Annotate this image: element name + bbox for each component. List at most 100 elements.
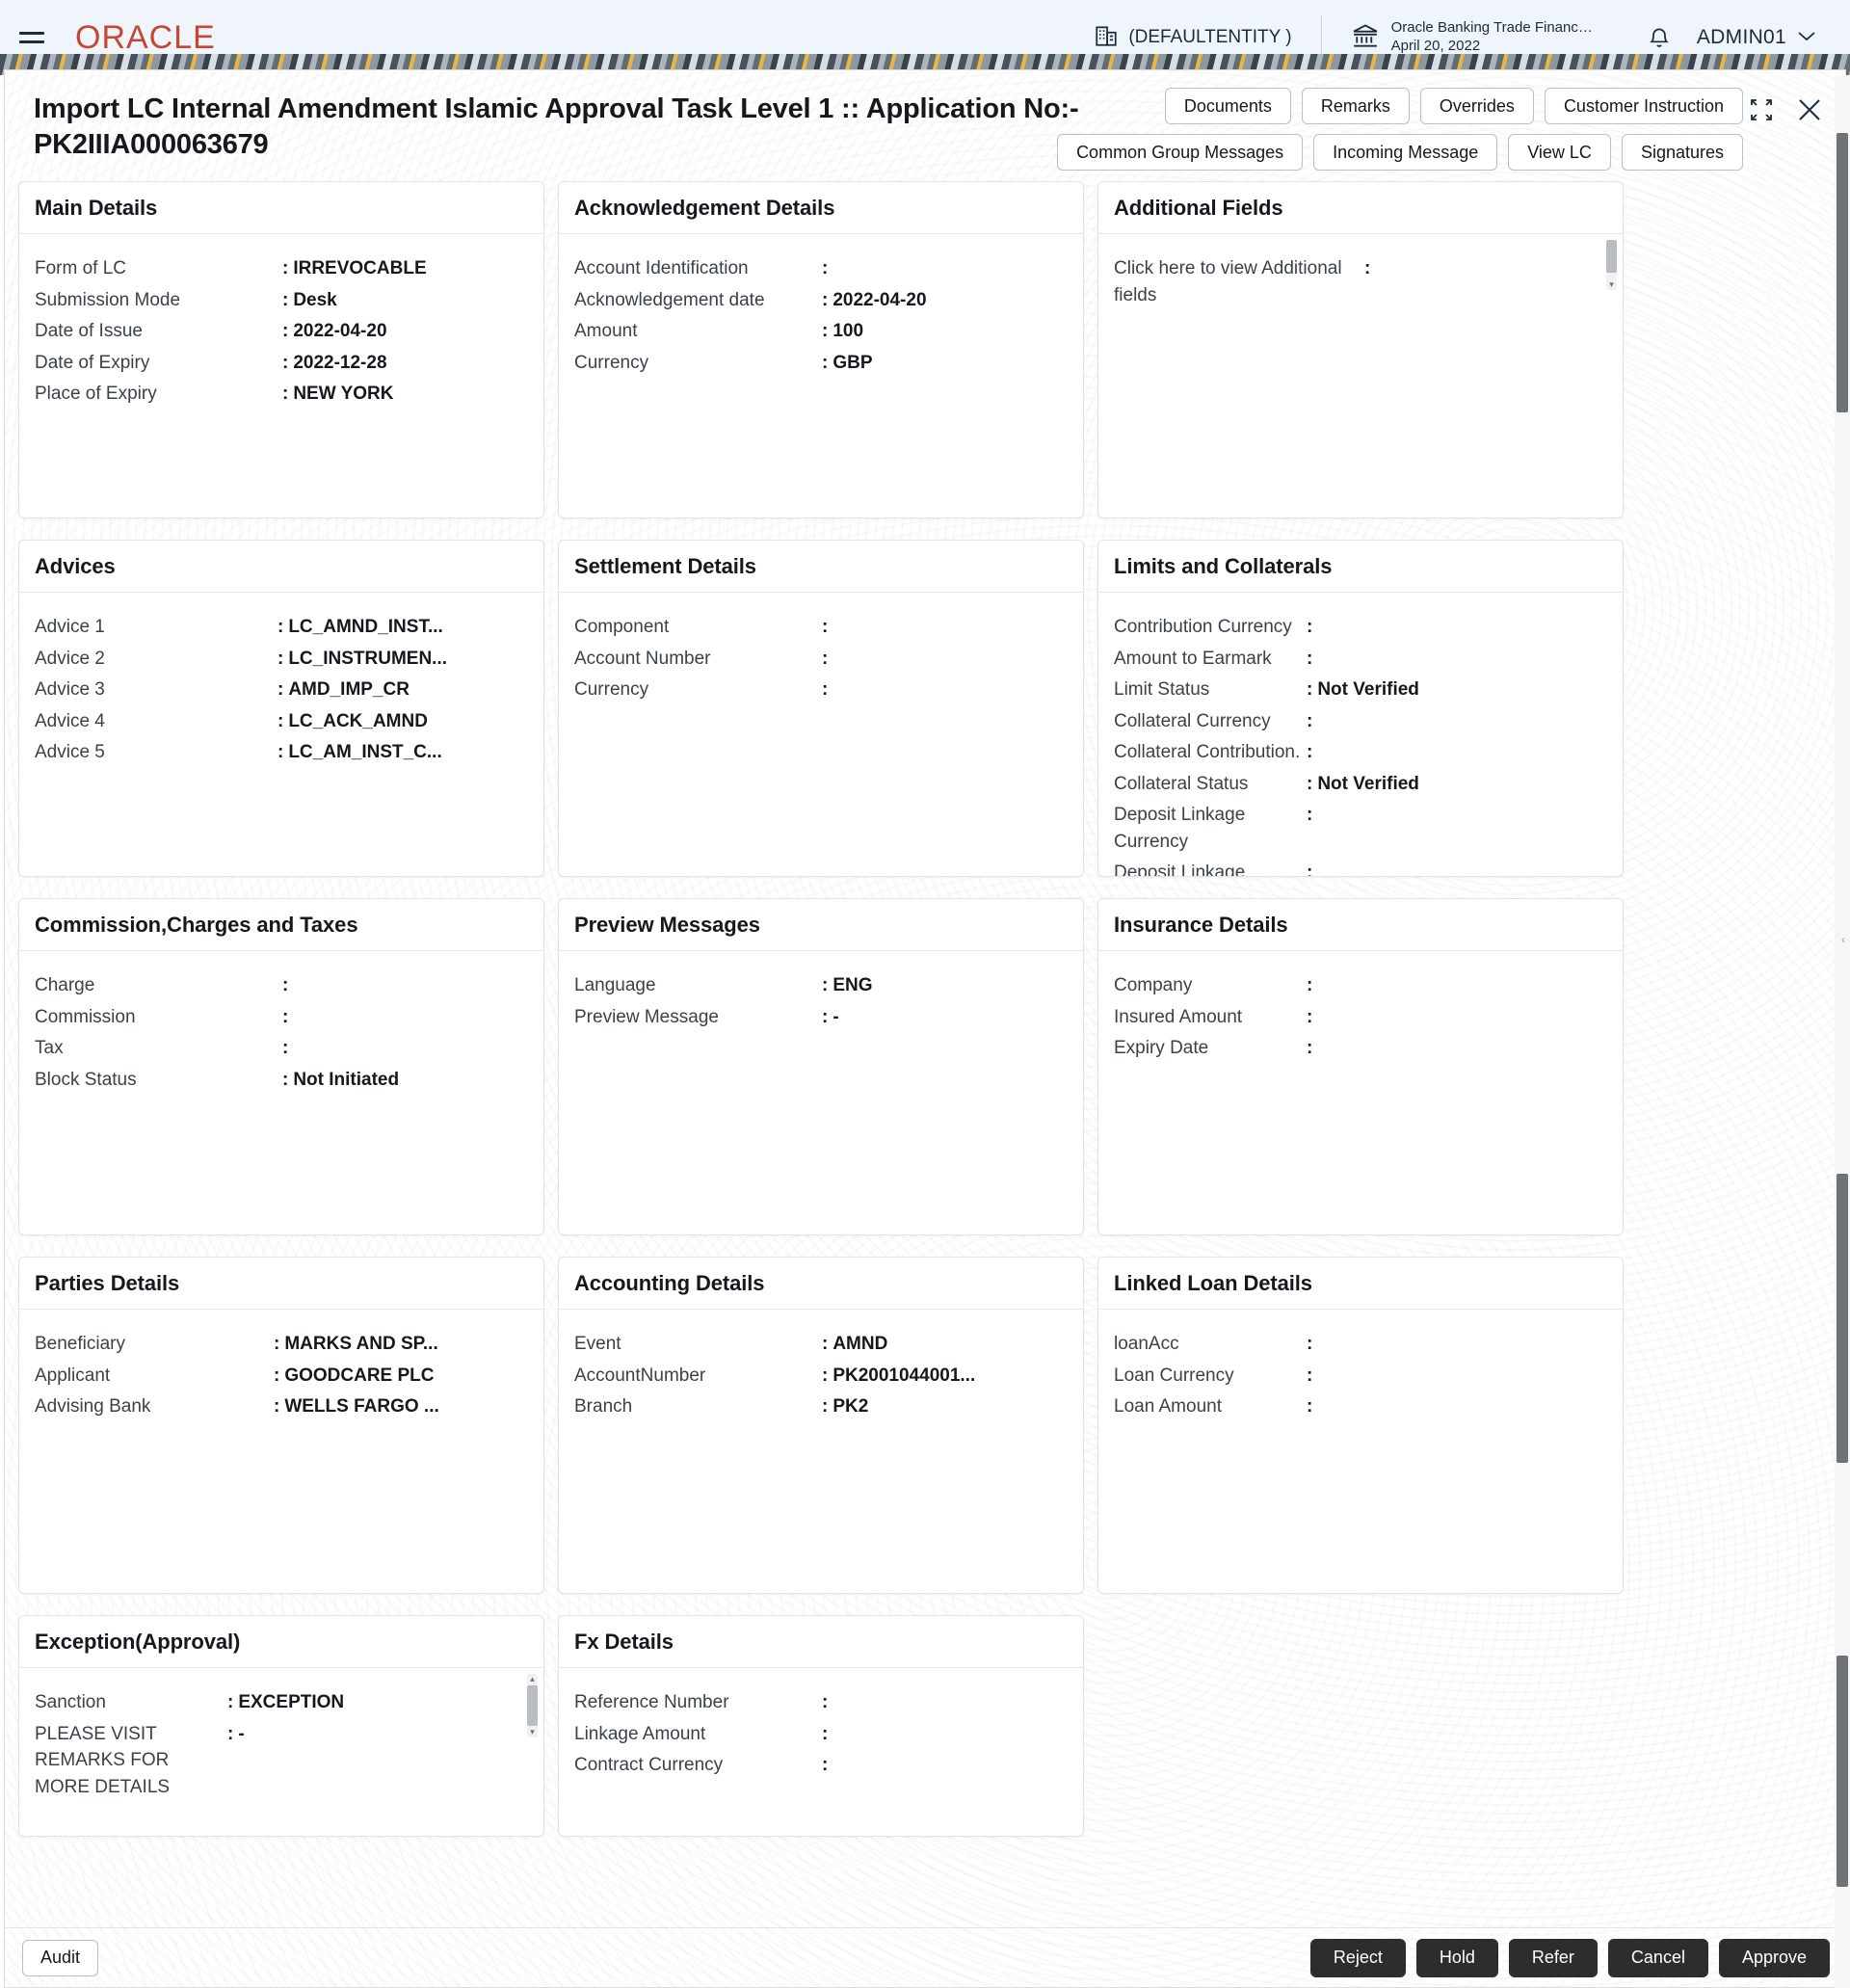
bank-date: April 20, 2022 (1390, 38, 1481, 54)
field-label: Sanction (35, 1692, 106, 1713)
card-body: Reference Number : Linkage Amount : Cont… (559, 1668, 1083, 1836)
field-label: Account Number (574, 648, 711, 669)
additional-fields-link-row[interactable]: Click here to view Additional fields : (1114, 255, 1607, 308)
card-header: Parties Details (19, 1258, 543, 1311)
card-body: Event : AMND AccountNumber : PK2001044001.… (559, 1310, 1083, 1593)
field-value: : GBP (822, 352, 873, 373)
documents-button[interactable]: Documents (1164, 88, 1291, 124)
field-label: Form of LC (35, 258, 127, 279)
common-group-messages-button[interactable]: Common Group Messages (1057, 134, 1304, 171)
hold-button[interactable]: Hold (1415, 1938, 1498, 1977)
user-name: ADMIN01 (1696, 26, 1786, 48)
field-label: Place of Expiry (35, 384, 157, 405)
field-row: Reference Number : (574, 1689, 1068, 1716)
field-row: Linkage Amount : (574, 1721, 1068, 1748)
field-row: Collateral Status : Not Verified (1114, 771, 1607, 798)
cancel-button[interactable]: Cancel (1607, 1938, 1708, 1977)
field-label: Advice 4 (35, 710, 105, 731)
task-page-panel: Import LC Internal Amendment Islamic App… (4, 69, 1846, 1988)
audit-button[interactable]: Audit (22, 1939, 99, 1976)
topbar-divider (1320, 15, 1322, 60)
card-header: Exception(Approval) (19, 1616, 543, 1669)
card-title: Fx Details (574, 1629, 674, 1654)
card-fx-details: Fx Details Reference Number : Linkage Am… (558, 1615, 1084, 1838)
field-value: : (1364, 258, 1371, 279)
scrollbar-thumb[interactable] (527, 1685, 538, 1727)
field-row: Submission Mode : Desk (35, 287, 528, 314)
collapse-icon[interactable] (1749, 97, 1774, 127)
scroll-down-arrow-icon[interactable]: ▾ (1609, 279, 1614, 290)
field-value: : (822, 1692, 829, 1713)
view-lc-button[interactable]: View LC (1508, 134, 1611, 171)
field-row: Block Status : Not Initiated (35, 1067, 528, 1094)
page-scrollbar-thumb-mid[interactable] (1837, 1174, 1848, 1463)
card-body: Beneficiary : MARKS AND SP... Applicant :… (19, 1310, 543, 1593)
field-value: : (822, 258, 829, 279)
field-label: Advice 3 (35, 679, 105, 701)
field-value: : Not Initiated (282, 1069, 400, 1090)
customer-instruction-button[interactable]: Customer Instruction (1544, 88, 1743, 124)
notification-bell-icon[interactable] (1622, 24, 1697, 51)
reject-button[interactable]: Reject (1309, 1938, 1406, 1977)
hamburger-menu-icon[interactable] (19, 21, 52, 54)
field-label: Collateral Currency (1114, 710, 1271, 731)
exception-scrollbar[interactable]: ▴ ▾ (527, 1674, 538, 1738)
details-card-grid: Main Details Form of LC : IRREVOCABLE Sub… (18, 181, 1832, 1838)
close-icon[interactable] (1795, 95, 1824, 129)
scrollbar-thumb[interactable] (1606, 240, 1617, 274)
field-row: Contract Currency : (574, 1752, 1068, 1779)
field-label: Amount (574, 321, 638, 342)
signatures-button[interactable]: Signatures (1621, 134, 1743, 171)
incoming-message-button[interactable]: Incoming Message (1313, 134, 1498, 171)
footer-action-buttons: Reject Hold Refer Cancel Approve (1309, 1938, 1830, 1977)
field-value: : IRREVOCABLE (282, 258, 427, 279)
card-header: Commission,Charges and Taxes (19, 899, 543, 952)
field-value: : (1307, 648, 1313, 669)
field-row: Account Identification : (574, 255, 1068, 282)
field-value: : ENG (822, 975, 873, 996)
remarks-button[interactable]: Remarks (1301, 88, 1410, 124)
field-value: : LC_ACK_AMND (278, 710, 428, 731)
chevron-down-icon (1796, 29, 1817, 47)
field-value: : (822, 648, 829, 669)
additional-fields-scrollbar[interactable]: ▾ (1606, 240, 1617, 291)
field-label: Submission Mode (35, 289, 181, 310)
field-value: : (282, 1006, 289, 1027)
bank-info[interactable]: Oracle Banking Trade Financ… April 20, 2… (1322, 19, 1622, 56)
field-label: Limit Status (1114, 679, 1210, 701)
field-row: Currency : GBP (574, 350, 1068, 377)
card-title: Acknowledgement Details (574, 195, 835, 220)
card-header: Advices (19, 541, 543, 594)
card-title: Insurance Details (1114, 912, 1288, 937)
field-label: Language (574, 975, 656, 996)
card-header: Insurance Details (1098, 899, 1623, 952)
card-header: Limits and Collaterals (1098, 541, 1623, 594)
field-label: Deposit Linkage Currency (1114, 805, 1246, 852)
field-value: :100 (822, 321, 864, 342)
page-scrollbar[interactable]: ‹ (1835, 75, 1850, 1988)
field-label: Reference Number (574, 1692, 729, 1713)
card-title: Advices (35, 553, 116, 578)
approve-button[interactable]: Approve (1718, 1938, 1830, 1977)
card-advices: Advices Advice 1 : LC_AMND_INST... Advice… (18, 540, 544, 878)
scroll-up-arrow-icon[interactable]: ▴ (530, 1674, 535, 1684)
field-value: : (1307, 1365, 1313, 1386)
field-value: :2022-04-20 (822, 289, 927, 310)
page-scrollbar-thumb-bottom[interactable] (1837, 1656, 1848, 1887)
field-value: : PK2001044001... (822, 1365, 976, 1386)
entity-selector[interactable]: (DEFAULTENTITY ) (1094, 23, 1320, 53)
field-value: : GOODCARE PLC (274, 1365, 435, 1386)
bank-name: Oracle Banking Trade Financ… (1390, 19, 1593, 37)
overrides-button[interactable]: Overrides (1419, 88, 1534, 124)
field-row: Company : (1114, 972, 1607, 999)
field-label: AccountNumber (574, 1365, 706, 1386)
card-accounting-details: Accounting Details Event : AMND AccountNu… (558, 1257, 1084, 1595)
field-value: : MARKS AND SP... (274, 1334, 438, 1355)
card-body: Charge : Commission : Tax : Block Status… (19, 951, 543, 1234)
scroll-down-arrow-icon[interactable]: ▾ (530, 1727, 535, 1737)
refer-button[interactable]: Refer (1508, 1938, 1598, 1977)
user-menu[interactable]: ADMIN01 (1697, 26, 1850, 49)
page-scrollbar-thumb-top[interactable] (1837, 133, 1848, 412)
field-value: : (282, 1038, 289, 1059)
field-label: Preview Message (574, 1006, 719, 1027)
